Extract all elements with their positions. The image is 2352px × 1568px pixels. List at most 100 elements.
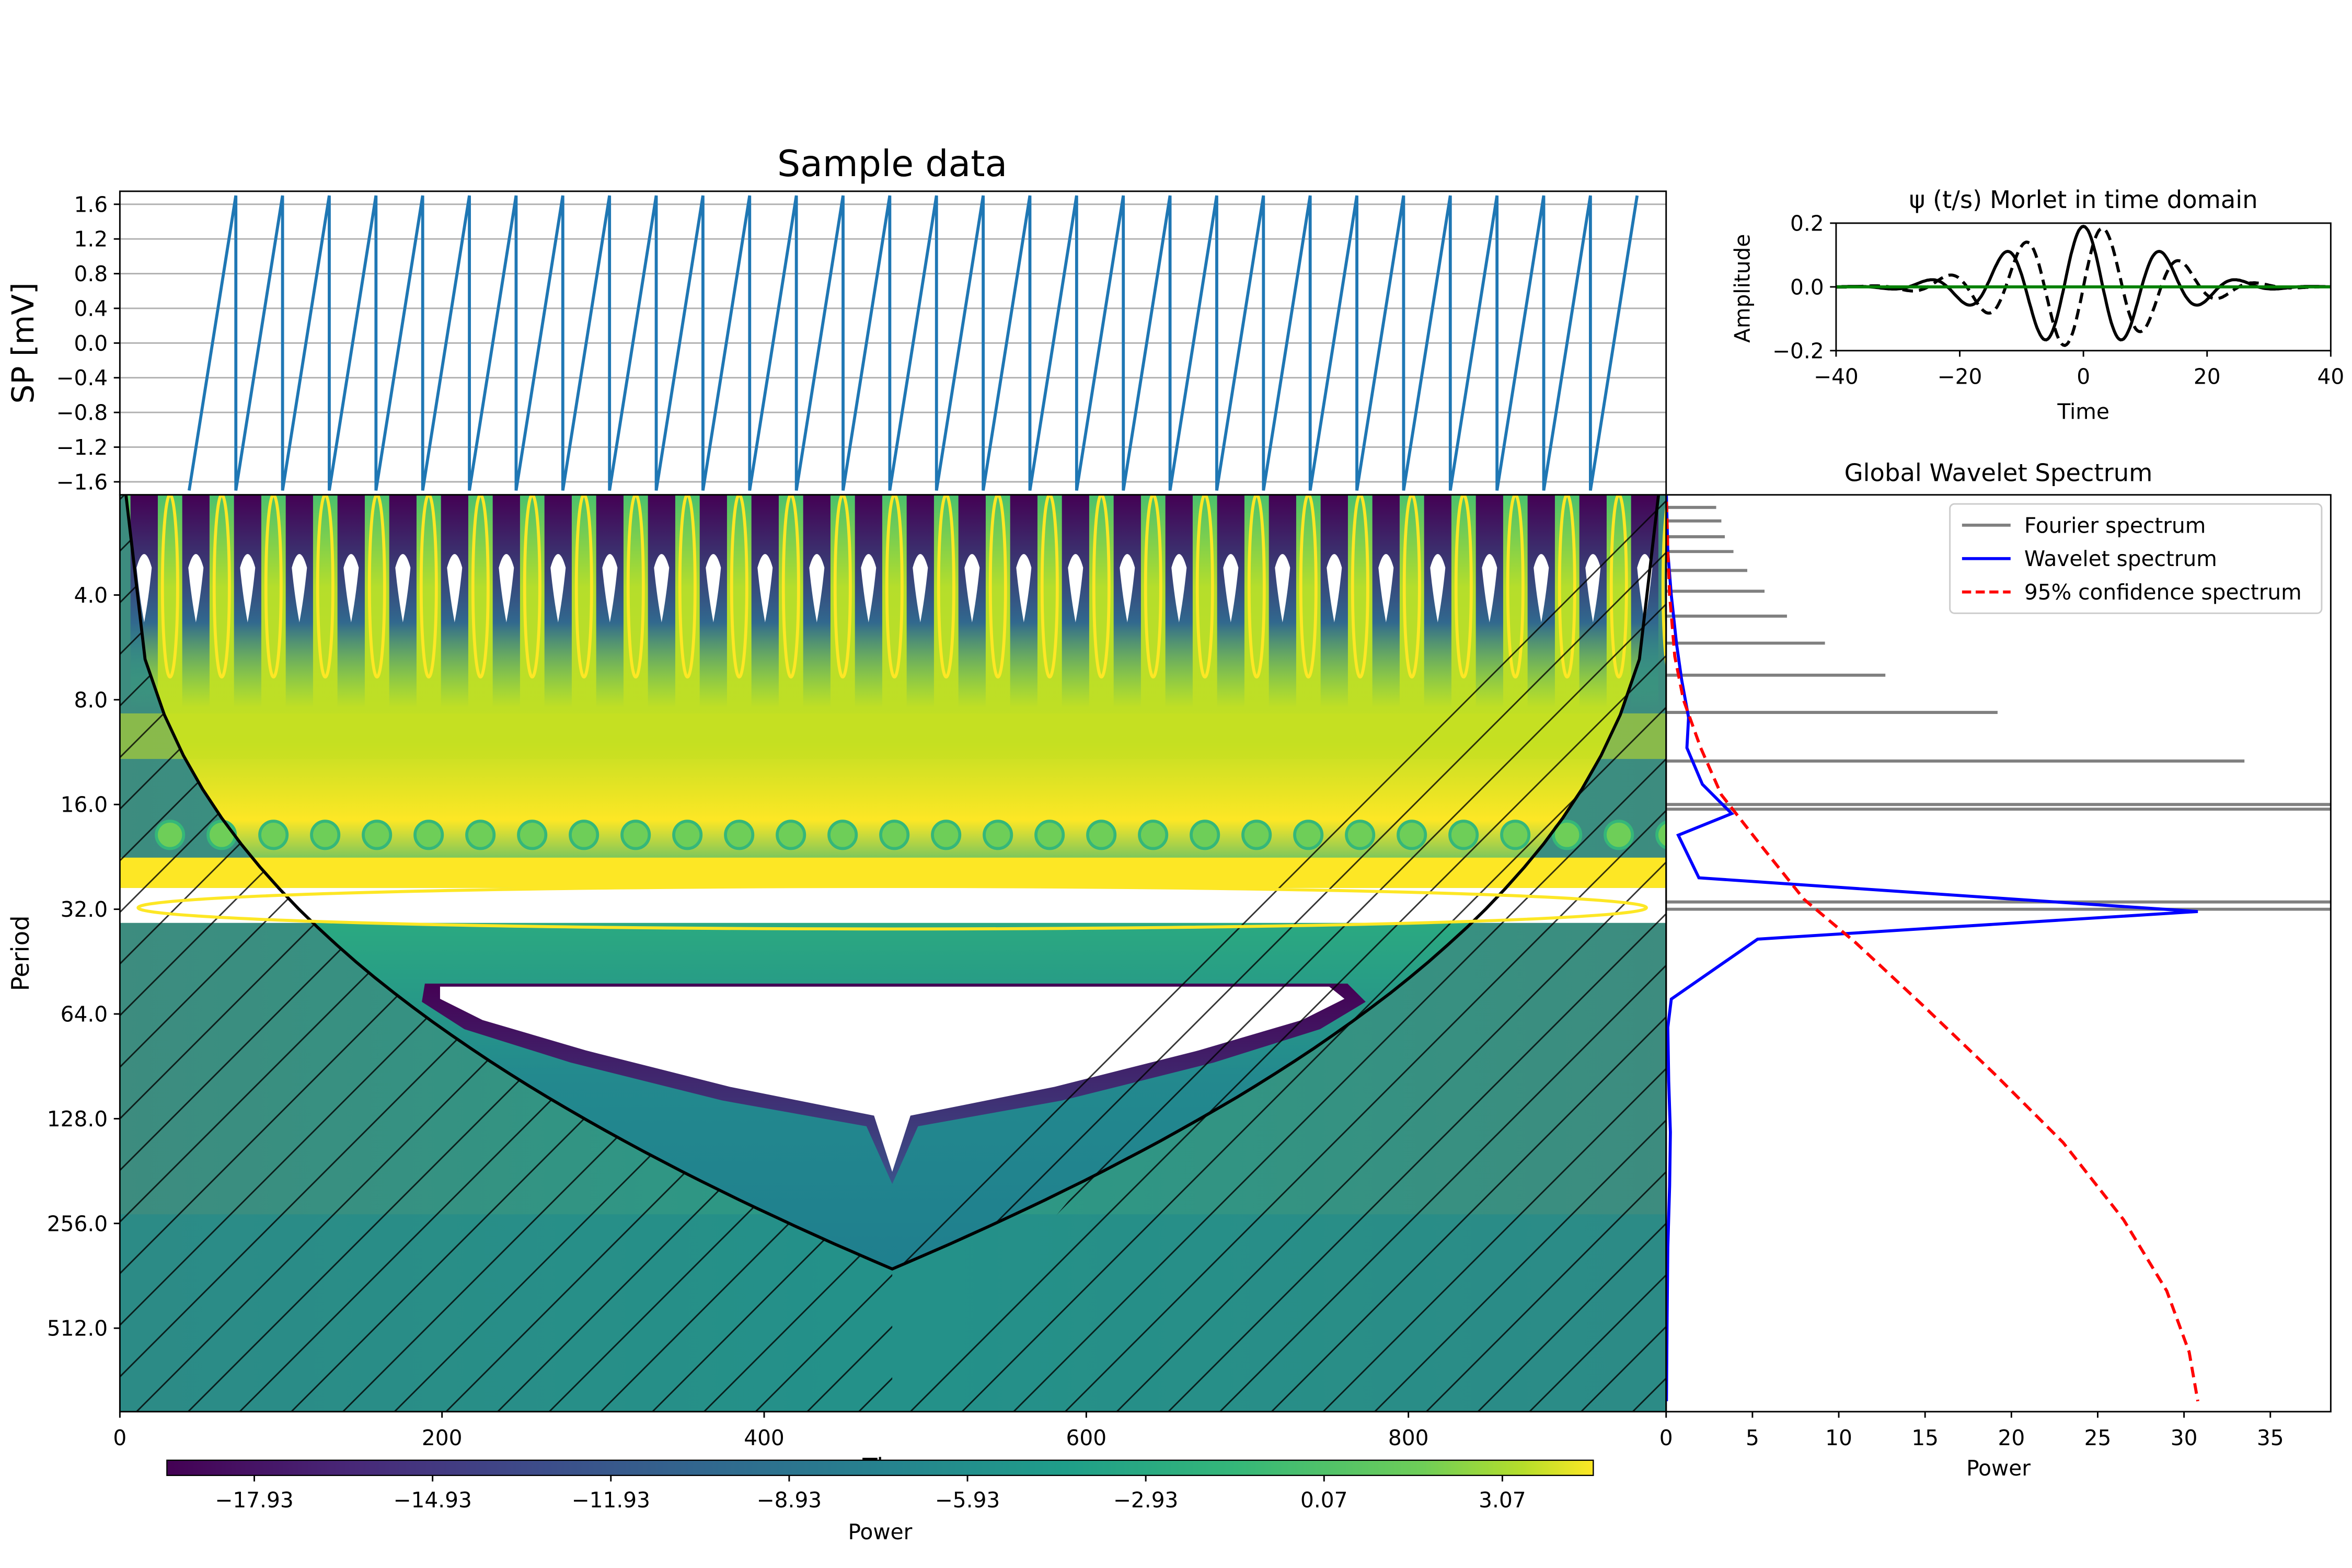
- morlet-x-tick-label: 20: [2194, 364, 2221, 389]
- sample-y-tick-label: 1.2: [74, 227, 108, 252]
- significance-contour: [1247, 494, 1266, 679]
- significance-contour: [1402, 494, 1421, 679]
- morlet-title: ψ (t/s) Morlet in time domain: [1909, 186, 2258, 214]
- cone-hatch-left: [120, 494, 893, 1412]
- morlet-x-tick-label: 0: [2077, 364, 2090, 389]
- period-16-dot: [1034, 820, 1065, 850]
- period-16-dot: [1241, 820, 1272, 850]
- power-y-tick-label: 512.0: [47, 1316, 108, 1341]
- yellow-band-8: [120, 713, 1666, 759]
- morlet-x-ticks: −40 −20 0 20 40: [1814, 350, 2345, 389]
- colorbar-tick-label: −14.93: [393, 1488, 471, 1513]
- period-16-dot: [620, 820, 651, 850]
- sample-y-tick-label: 0.0: [74, 331, 108, 356]
- global-xlabel: Power: [1966, 1456, 2031, 1481]
- period-16-dot: [672, 820, 703, 850]
- colorbar-tick-label: 3.07: [1479, 1488, 1526, 1513]
- significance-contour: [781, 494, 800, 679]
- cone-of-influence-line: [124, 494, 1661, 1271]
- significance-contour: [574, 494, 593, 679]
- saturated-teardrop: [757, 554, 773, 622]
- saturated-teardrop: [861, 554, 877, 622]
- period-16-dot: [931, 820, 962, 850]
- period-16-dot: [879, 820, 910, 850]
- morlet-y-tick-label: 0.0: [1790, 274, 1824, 299]
- colorbar-tick-label: −11.93: [572, 1488, 650, 1513]
- morlet-xlabel: Time: [2057, 399, 2109, 424]
- legend: Fourier spectrum Wavelet spectrum 95% co…: [1949, 503, 2323, 614]
- significance-contour: [264, 494, 283, 679]
- global-x-tick-label: 15: [1911, 1425, 1939, 1450]
- power-y-tick-label: 64.0: [61, 1001, 108, 1027]
- colorbar-label: Power: [848, 1519, 912, 1544]
- wavelet-power-plot: 4.0 8.0 16.0 32.0 64.0 128.0 256.0 512.0 0 200 40…: [6, 494, 1667, 1481]
- saturated-teardrop: [240, 554, 256, 622]
- period-16-dot: [983, 820, 1013, 850]
- morlet-wavelet-plot: ψ (t/s) Morlet in time domain 0.2 0.0 −0.2…: [1730, 186, 2344, 424]
- colorbar: −17.93 −14.93 −11.93 −8.93 −5.93 −2.93 0.07 3.0…: [166, 1459, 1594, 1544]
- significance-contour: [678, 494, 697, 679]
- morlet-ylabel: Amplitude: [1730, 234, 1755, 343]
- power-x-tick-label: 400: [744, 1425, 785, 1450]
- significance-contour: [160, 494, 179, 679]
- power-x-tick-label: 600: [1066, 1425, 1107, 1450]
- sample-y-tick-label: 0.4: [74, 296, 108, 321]
- morlet-y-ticks: 0.2 0.0 −0.2: [1772, 211, 1836, 363]
- saturated-teardrop: [1223, 554, 1239, 622]
- significance-contour: [1195, 494, 1214, 679]
- sample-title: Sample data: [777, 143, 1007, 185]
- global-x-tick-label: 10: [1825, 1425, 1852, 1450]
- colorbar-tick-label: 0.07: [1300, 1488, 1347, 1513]
- significance-contour: [1351, 494, 1369, 679]
- period-16-dot: [724, 820, 755, 850]
- saturated-teardrop: [1482, 554, 1497, 622]
- sample-ylabel: SP [mV]: [5, 282, 41, 403]
- period-16-dot: [362, 820, 393, 850]
- sample-y-tick-label: 0.8: [74, 261, 108, 286]
- significance-contour: [1092, 494, 1111, 679]
- power-x-tick-label: 200: [422, 1425, 463, 1450]
- saturated-teardrop: [447, 554, 463, 622]
- colorbar-gradient: [166, 1459, 1594, 1477]
- period-16-dot: [1086, 820, 1117, 850]
- wavelet-spectrum-line: [1666, 494, 2198, 1401]
- period-16-dot: [465, 820, 496, 850]
- global-frame: [1665, 494, 2332, 1413]
- colorbar-ticks: −17.93 −14.93 −11.93 −8.93 −5.93 −2.93 0.07 3.0…: [215, 1475, 1526, 1513]
- colorbar-tick-label: −5.93: [935, 1488, 1000, 1513]
- significance-contour: [833, 494, 852, 679]
- power-y-ticks: 4.0 8.0 16.0 32.0 64.0 128.0 256.0 512.0: [47, 583, 120, 1341]
- global-x-tick-label: 5: [1746, 1425, 1759, 1450]
- power-x-tick-label: 800: [1388, 1425, 1429, 1450]
- legend-label-confidence: 95% confidence spectrum: [2024, 580, 2302, 605]
- significance-contour: [988, 494, 1007, 679]
- morlet-y-tick-label: 0.2: [1790, 211, 1824, 236]
- power-y-tick-label: 32.0: [61, 897, 108, 922]
- power-y-tick-label: 16.0: [61, 792, 108, 817]
- saturated-teardrop: [1016, 554, 1032, 622]
- significance-contour: [626, 494, 645, 679]
- power-y-tick-label: 8.0: [74, 687, 108, 712]
- saturated-teardrop: [395, 554, 411, 622]
- power-y-tick-label: 4.0: [74, 583, 108, 608]
- saturated-teardrop: [1068, 554, 1083, 622]
- significance-contour: [367, 494, 386, 679]
- period-16-dot: [776, 820, 806, 850]
- sample-y-ticks: 1.6 1.2 0.8 0.4 0.0 −0.4 −0.8 −1.2 −1.6: [56, 192, 120, 494]
- period-16-dot: [517, 820, 548, 850]
- sample-y-tick-label: −0.8: [56, 400, 108, 425]
- low-power-wedge: [440, 986, 1345, 1172]
- global-wavelet-spectrum-plot: Global Wavelet Spectrum 0 5 10 15 20 25 30 35 P…: [1659, 459, 2332, 1481]
- saturated-teardrop: [499, 554, 514, 622]
- significance-contour: [419, 494, 438, 679]
- colorbar-tick-label: −2.93: [1113, 1488, 1179, 1513]
- power-ylabel: Period: [6, 915, 34, 991]
- significance-contour: [471, 494, 490, 679]
- power-x-tick-label: 0: [113, 1425, 126, 1450]
- global-title: Global Wavelet Spectrum: [1844, 459, 2153, 487]
- significance-contour: [316, 494, 335, 679]
- period-16-dot: [1190, 820, 1220, 850]
- saturated-teardrop: [1378, 554, 1394, 622]
- morlet-x-tick-label: 40: [2318, 364, 2345, 389]
- saturated-teardrop: [1275, 554, 1290, 622]
